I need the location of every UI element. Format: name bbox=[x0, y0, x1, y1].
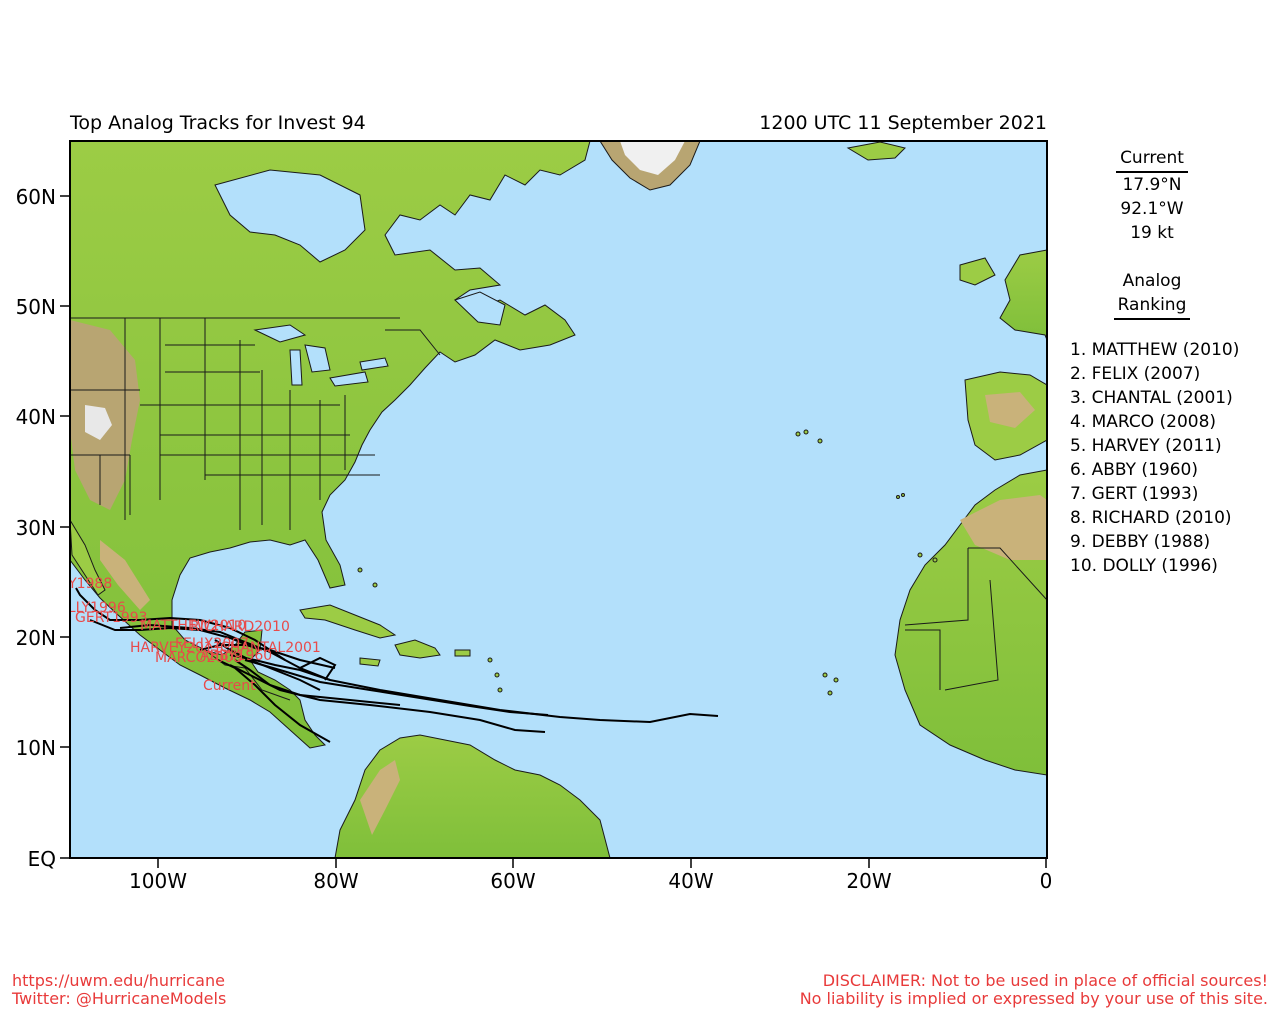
longitude-axis bbox=[157, 858, 1047, 868]
ranking-item: 5. HARVEY (2011) bbox=[1070, 436, 1222, 456]
iceland bbox=[846, 141, 906, 161]
footer-links: https://uwm.edu/hurricane Twitter: @Hurr… bbox=[12, 972, 226, 1008]
africa-borders bbox=[904, 547, 1047, 691]
lon-label: 20W bbox=[846, 869, 891, 893]
track-felix-2007 bbox=[229, 654, 719, 724]
ranking-item: 6. ABBY (1960) bbox=[1070, 460, 1198, 480]
info-panel: Current 17.9°N 92.1°W 19 kt Analog Ranki… bbox=[1070, 146, 1240, 578]
track-labels: DEBBY1988 DOLLY1996 GERT1993 RICHARD2010… bbox=[30, 576, 321, 694]
track-extra bbox=[297, 656, 337, 681]
label-richard-2010: RICHARD2010 bbox=[190, 619, 290, 635]
sahara bbox=[960, 495, 1047, 560]
lat-label: 20N bbox=[16, 626, 56, 650]
track-debby-1988 bbox=[75, 587, 286, 661]
lat-label: 50N bbox=[16, 295, 56, 319]
label-harvey-2011: HARVEY2011 bbox=[130, 640, 222, 656]
ranking-item: 1. MATTHEW (2010) bbox=[1070, 340, 1240, 360]
rocky-snow bbox=[85, 405, 112, 440]
current-lat: 17.9°N bbox=[1122, 175, 1182, 195]
track-richard-2010 bbox=[234, 659, 401, 706]
andes bbox=[360, 760, 400, 835]
disclaimer-line1: DISCLAIMER: Not to be used in place of o… bbox=[822, 971, 1268, 990]
gulf-of-st-lawrence bbox=[454, 291, 506, 326]
track-gert-1993 bbox=[119, 623, 331, 681]
caribbean-islands bbox=[299, 567, 503, 693]
analog-tracks bbox=[75, 587, 719, 743]
label-marco-2008: MARCO2008 bbox=[155, 650, 242, 666]
great-lakes bbox=[253, 324, 389, 387]
sierra-madre bbox=[100, 540, 150, 610]
ranking-item: 10. DOLLY (1996) bbox=[1070, 556, 1218, 576]
label-current-position: Current bbox=[203, 678, 256, 694]
current-wind: 19 kt bbox=[1130, 223, 1174, 243]
ranking-item: 8. RICHARD (2010) bbox=[1070, 508, 1232, 528]
track-marco-2008 bbox=[217, 659, 331, 743]
south-america-landmass bbox=[334, 734, 611, 858]
iberia-highlands bbox=[985, 392, 1035, 428]
lat-label: 40N bbox=[16, 405, 56, 429]
current-lon: 92.1°W bbox=[1120, 199, 1184, 219]
label-chantal-2001: CHANTAL2001 bbox=[220, 640, 321, 656]
disclaimer: DISCLAIMER: Not to be used in place of o… bbox=[800, 972, 1268, 1008]
map-timestamp: 1200 UTC 11 September 2021 bbox=[759, 112, 1047, 134]
ranking-item: 9. DEBBY (1988) bbox=[1070, 532, 1211, 552]
ranking-list: 1. MATTHEW (2010) 2. FELIX (2007) 3. CHA… bbox=[1070, 338, 1240, 578]
map-canvas: DEBBY1988 DOLLY1996 GERT1993 RICHARD2010… bbox=[30, 141, 1047, 858]
label-felix-2007: FELIX2007 bbox=[175, 636, 249, 652]
us-state-borders bbox=[70, 317, 441, 530]
map-frame bbox=[69, 140, 1048, 859]
twitter-handle[interactable]: Twitter: @HurricaneModels bbox=[12, 989, 227, 1008]
track-dolly-1996 bbox=[89, 619, 261, 651]
lon-label: 100W bbox=[129, 869, 187, 893]
north-america-landmass bbox=[70, 141, 591, 749]
ranking-item: 7. GERT (1993) bbox=[1070, 484, 1199, 504]
lat-label: 30N bbox=[16, 516, 56, 540]
country-borders-central-america bbox=[204, 649, 291, 701]
ranking-item: 2. FELIX (2007) bbox=[1070, 364, 1201, 384]
latitude-axis bbox=[60, 195, 70, 859]
track-abby-1960 bbox=[214, 639, 321, 691]
current-heading: Current bbox=[1116, 146, 1188, 173]
lon-label: 60W bbox=[490, 869, 535, 893]
ranking-item: 3. CHANTAL (2001) bbox=[1070, 388, 1233, 408]
greenland-ice bbox=[620, 141, 685, 175]
ireland bbox=[959, 257, 996, 286]
lat-label: EQ bbox=[28, 847, 56, 871]
lon-label: 40W bbox=[668, 869, 713, 893]
track-matthew-2010 bbox=[229, 664, 546, 733]
label-debby-1988: DEBBY1988 bbox=[30, 576, 112, 592]
ranking-item: 4. MARCO (2008) bbox=[1070, 412, 1217, 432]
lat-label: 10N bbox=[16, 736, 56, 760]
disclaimer-line2: No liability is implied or expressed by … bbox=[799, 989, 1268, 1008]
lat-label: 60N bbox=[16, 185, 56, 209]
ranking-heading-line2: Ranking bbox=[1113, 293, 1191, 320]
label-matthew-2010: MATTHEW2010 bbox=[140, 618, 246, 634]
longitude-labels: 100W 80W 60W 40W 20W 0 bbox=[129, 869, 1052, 893]
baja-peninsula bbox=[70, 519, 106, 596]
hudson-bay bbox=[214, 169, 366, 263]
ranking-heading-line1: Analog bbox=[1122, 271, 1182, 291]
website-link[interactable]: https://uwm.edu/hurricane bbox=[12, 971, 225, 990]
ranking-heading: Analog Ranking bbox=[1070, 269, 1234, 320]
atlantic-islands bbox=[795, 429, 938, 696]
label-gert-1993: GERT1993 bbox=[75, 610, 148, 626]
lon-label: 80W bbox=[313, 869, 358, 893]
track-chantal-2001 bbox=[244, 659, 549, 716]
lon-label: 0 bbox=[1040, 869, 1053, 893]
label-dolly-1996: DOLLY1996 bbox=[46, 600, 126, 616]
latitude-labels: 60N 50N 40N 30N 20N 10N EQ bbox=[16, 185, 56, 871]
current-section: Current 17.9°N 92.1°W 19 kt bbox=[1070, 146, 1234, 245]
map-title: Top Analog Tracks for Invest 94 bbox=[70, 112, 366, 134]
label-abby-1960: ABBY1960 bbox=[200, 648, 272, 664]
